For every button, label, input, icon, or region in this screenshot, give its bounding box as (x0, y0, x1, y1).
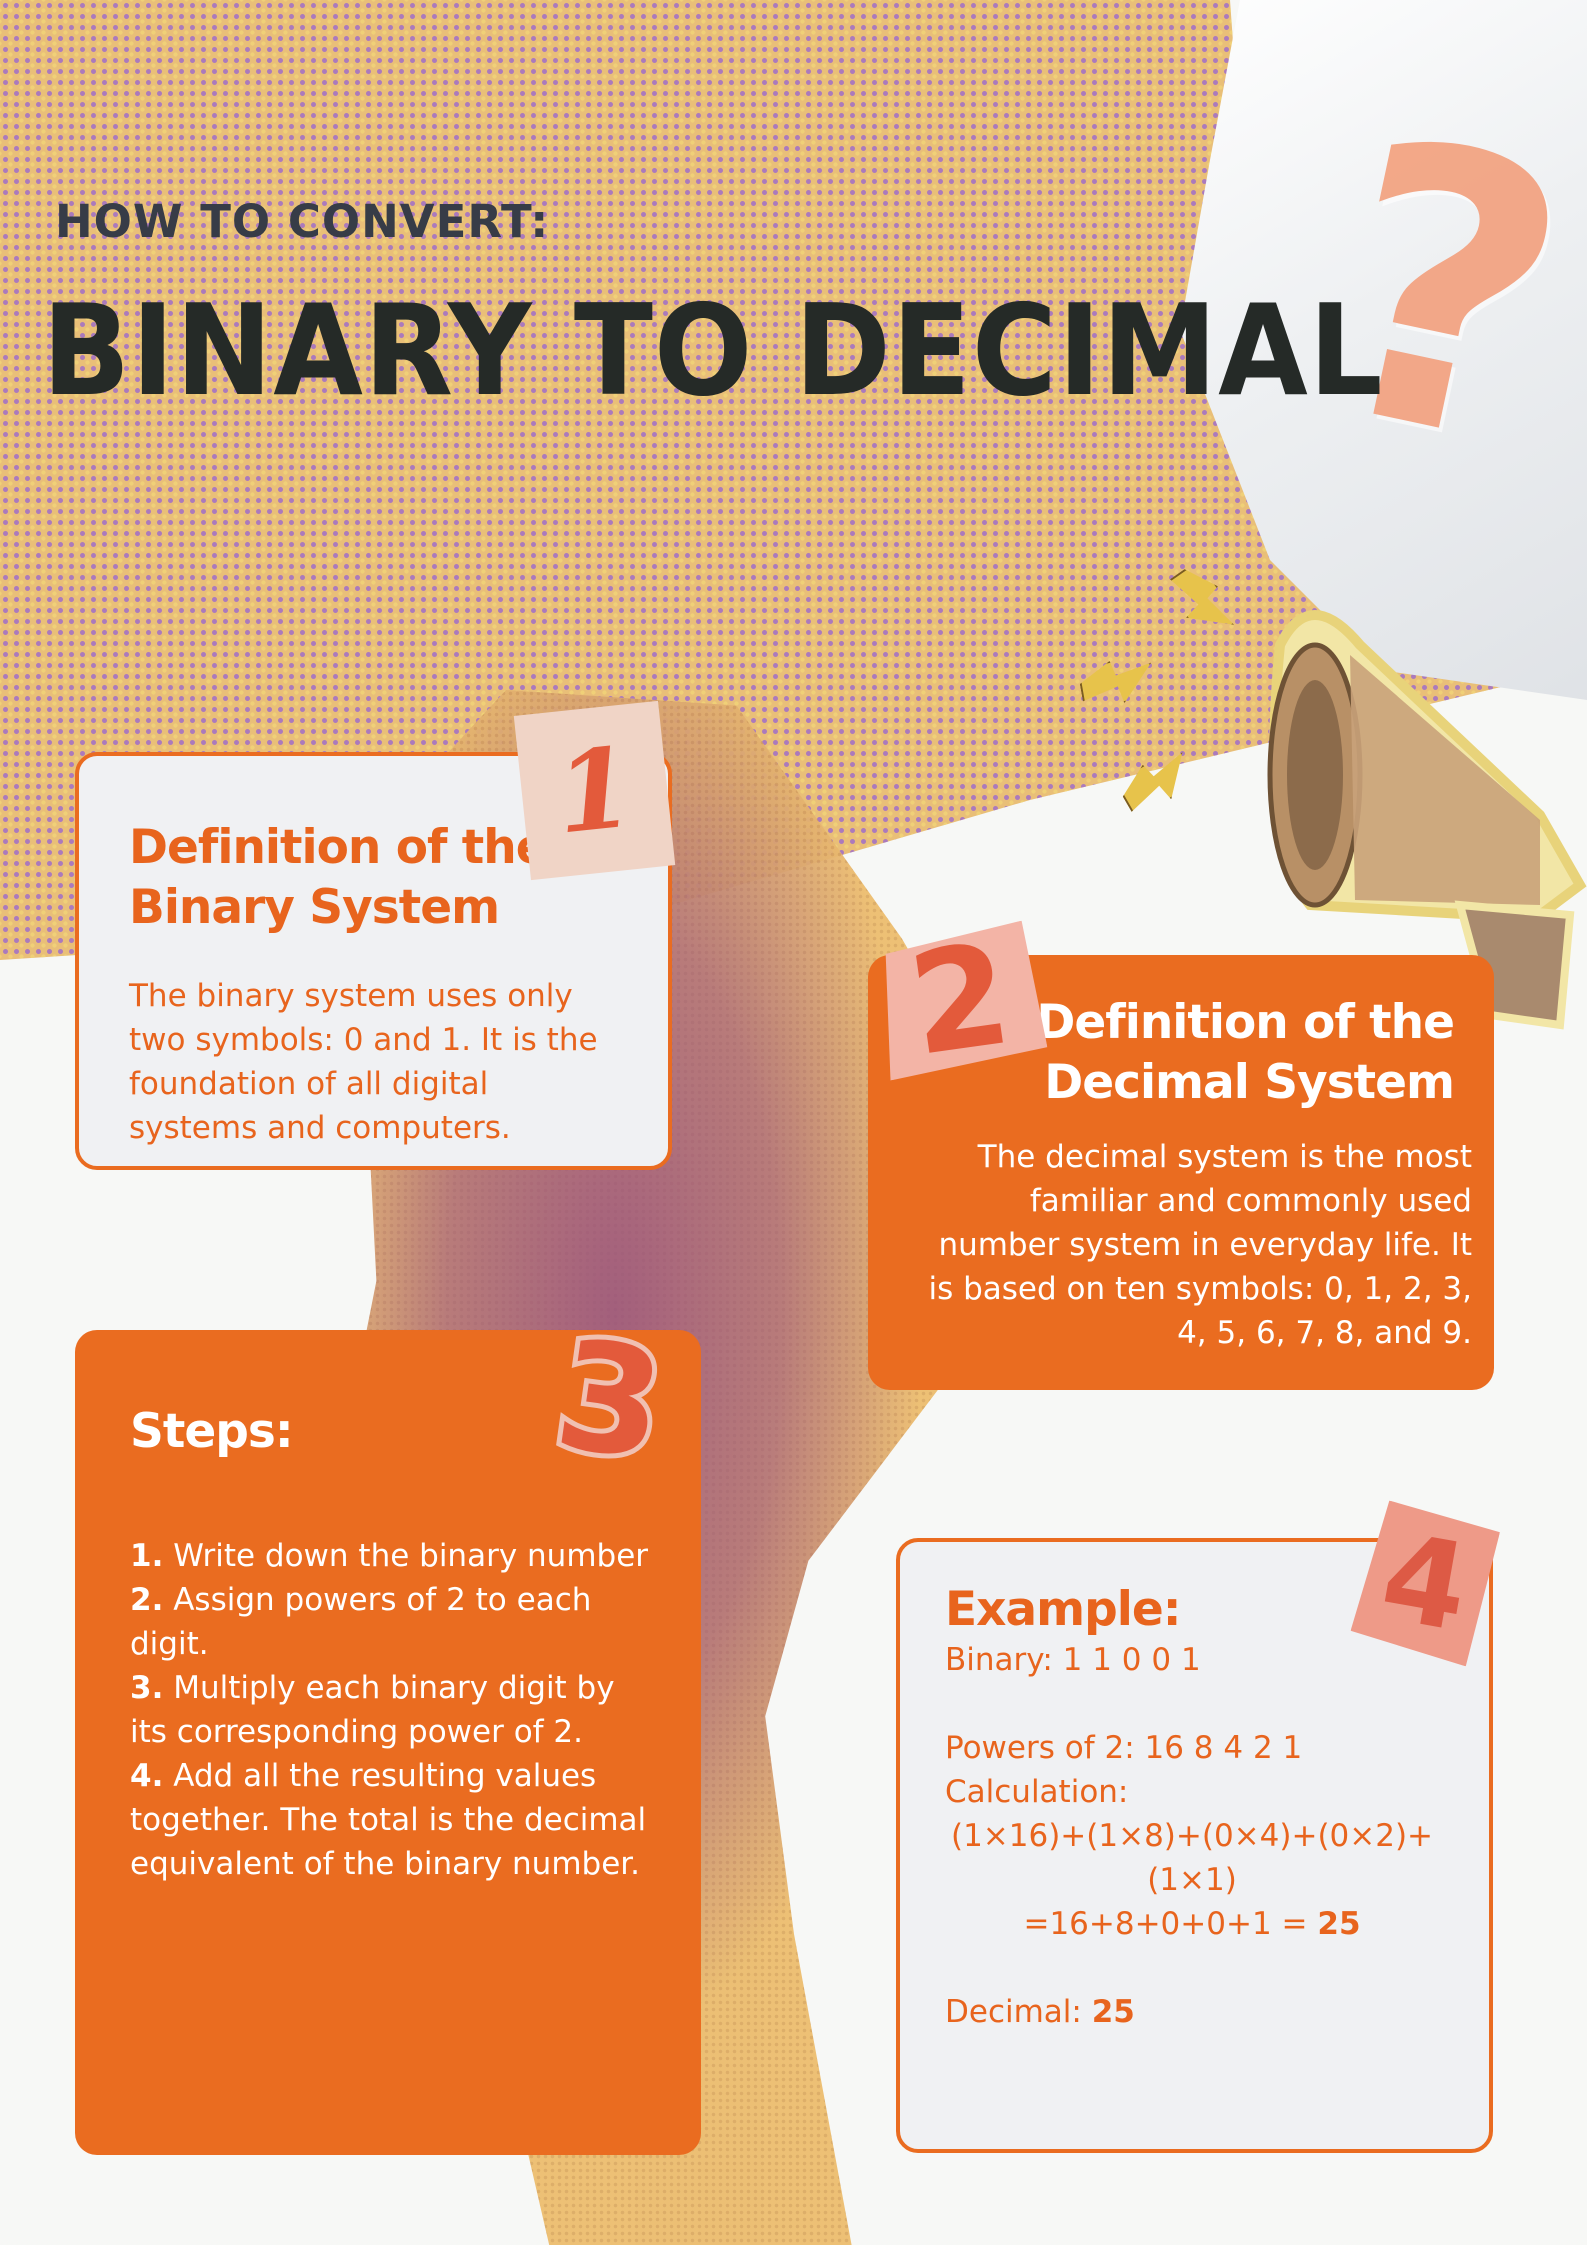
number-badge-3: 3 (541, 1302, 679, 1499)
step-text: Add all the resulting values together. T… (130, 1758, 647, 1883)
page-title: BINARY TO DECIMAL (42, 277, 1384, 424)
step-text: Assign powers of 2 to each digit. (130, 1582, 592, 1663)
number-badge-1: 1 (513, 700, 676, 881)
step-item: 4. Add all the resulting values together… (130, 1754, 656, 1886)
decimal-value: 25 (1091, 1994, 1135, 2031)
step-item: 1. Write down the binary number (130, 1534, 656, 1578)
calculation-result: 25 (1317, 1906, 1361, 1943)
decimal-label: Decimal: (945, 1994, 1092, 2031)
decimal-definition-card: Definition of the Decimal System The dec… (868, 955, 1494, 1390)
heading-line: Definition of the (1036, 995, 1455, 1050)
example-calculation: Calculation: (1×16)+(1×8)+(0×4)+(0×2)+(1… (945, 1770, 1449, 1946)
heading-line: Binary System (129, 880, 500, 936)
calculation-sum-text: =16+8+0+0+1 = (1023, 1906, 1318, 1943)
step-item: 3. Multiply each binary digit by its cor… (130, 1666, 656, 1754)
example-binary: Binary: 1 1 0 0 1 (945, 1642, 1201, 1679)
heading-line: Decimal System (1044, 1055, 1455, 1111)
steps-card: Steps: 1. Write down the binary number 2… (75, 1330, 701, 2155)
example-decimal: Decimal: 25 (945, 1990, 1449, 2034)
example-heading: Example: (945, 1582, 1182, 1637)
binary-definition-card: Definition of the Binary System The bina… (75, 752, 672, 1170)
calculation-sum: =16+8+0+0+1 = 25 (935, 1902, 1449, 1946)
calculation-label: Calculation: (945, 1774, 1129, 1811)
binary-card-body: The binary system uses only two symbols:… (129, 978, 598, 1147)
example-powers: Powers of 2: 16 8 4 2 1 (945, 1730, 1303, 1767)
step-text: Multiply each binary digit by its corres… (130, 1670, 615, 1751)
step-number: 4. (130, 1758, 164, 1795)
heading-line: Definition of the (129, 820, 548, 875)
decimal-card-heading: Definition of the Decimal System (918, 993, 1455, 1113)
steps-heading: Steps: (130, 1404, 294, 1459)
binary-card-heading: Definition of the Binary System (129, 818, 618, 938)
example-card: Example: Binary: 1 1 0 0 1 Powers of 2: … (896, 1538, 1493, 2153)
decimal-card-body: The decimal system is the most familiar … (928, 1139, 1472, 1352)
step-item: 2. Assign powers of 2 to each digit. (130, 1578, 656, 1666)
kicker-heading: HOW TO CONVERT: (55, 195, 550, 248)
step-number: 3. (130, 1670, 164, 1707)
step-text: Write down the binary number (163, 1538, 649, 1575)
step-number: 2. (130, 1582, 164, 1619)
calculation-expression: (1×16)+(1×8)+(0×4)+(0×2)+(1×1) (950, 1818, 1434, 1899)
step-number: 1. (130, 1538, 164, 1575)
